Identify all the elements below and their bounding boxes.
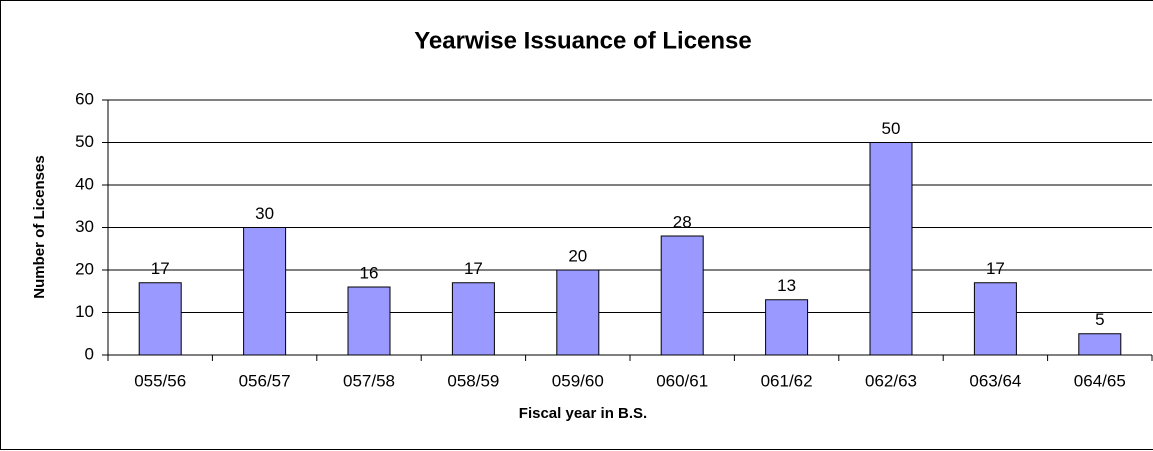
x-tick-label: 058/59 [447, 371, 499, 390]
chart-title: Yearwise Issuance of License [414, 27, 752, 54]
y-tick-label: 50 [75, 132, 94, 151]
x-tick-label: 057/58 [343, 371, 395, 390]
x-tick-label: 059/60 [552, 371, 604, 390]
bar [765, 299, 809, 356]
y-tick-label: 0 [85, 344, 94, 363]
x-tick-label: 063/64 [969, 371, 1021, 390]
data-label: 17 [464, 259, 483, 278]
bar [869, 142, 913, 356]
data-label: 5 [1095, 310, 1104, 329]
data-label: 20 [568, 246, 587, 265]
bar [138, 282, 182, 356]
data-label: 50 [882, 119, 901, 138]
bar [556, 269, 600, 356]
y-tick-label: 10 [75, 302, 94, 321]
data-label: 17 [986, 259, 1005, 278]
data-label: 16 [360, 263, 379, 282]
y-tick-label: 20 [75, 259, 94, 278]
x-tick-label: 060/61 [656, 371, 708, 390]
bar [451, 282, 495, 356]
bar [347, 286, 391, 356]
y-tick-label: 30 [75, 217, 94, 236]
data-label: 17 [151, 259, 170, 278]
x-tick-label: 061/62 [761, 371, 813, 390]
bar [973, 282, 1017, 356]
data-label: 13 [777, 276, 796, 295]
bar [660, 235, 704, 356]
x-tick-label: 062/63 [865, 371, 917, 390]
y-axis-label: Number of Licenses [31, 155, 48, 298]
x-tick-label: 064/65 [1074, 371, 1126, 390]
data-label: 30 [255, 204, 274, 223]
y-tick-label: 40 [75, 174, 94, 193]
y-tick-label: 60 [75, 89, 94, 108]
bar [243, 227, 287, 356]
bar [1078, 333, 1122, 356]
x-tick-label: 055/56 [134, 371, 186, 390]
x-axis-label: Fiscal year in B.S. [519, 405, 647, 422]
x-tick-label: 056/57 [239, 371, 291, 390]
data-label: 28 [673, 212, 692, 231]
